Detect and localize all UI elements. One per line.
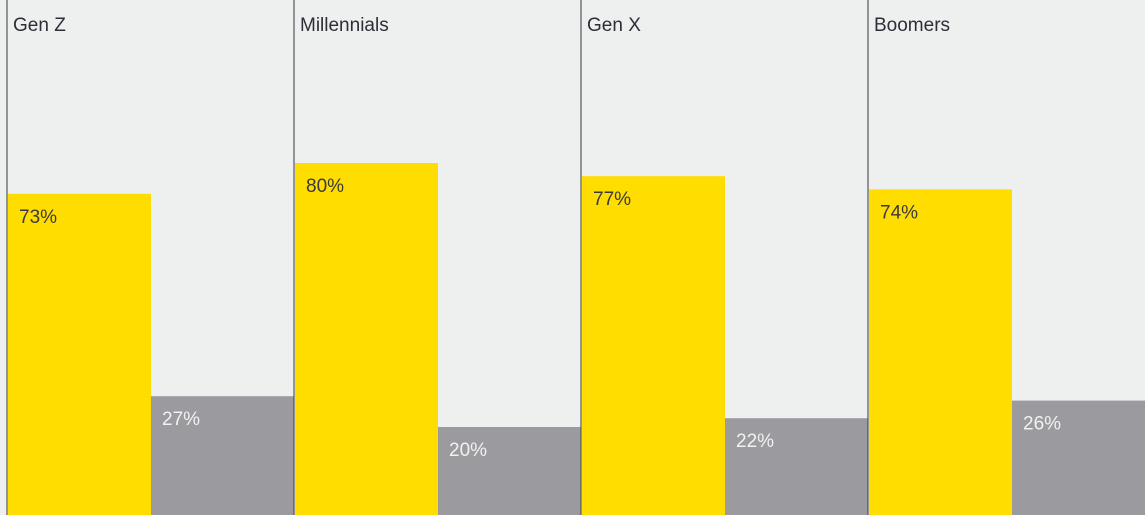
bar-yes: [582, 176, 725, 515]
bar-no: [151, 396, 294, 515]
data-label: 73%: [19, 207, 57, 228]
bar-yes: [295, 163, 438, 515]
data-label: 20%: [449, 440, 487, 461]
data-label: 26%: [1023, 414, 1061, 435]
group-label: Gen X: [587, 15, 641, 36]
bar-yes: [8, 193, 151, 515]
bar-no: [725, 418, 868, 515]
group-label: Boomers: [874, 15, 950, 36]
data-label: 80%: [306, 176, 344, 197]
data-label: 27%: [162, 409, 200, 430]
data-label: 77%: [593, 189, 631, 210]
bar-yes: [869, 189, 1012, 515]
data-label: 74%: [880, 202, 918, 223]
bar-no: [438, 427, 581, 515]
group-label: Millennials: [300, 15, 389, 36]
bar-no: [1012, 400, 1145, 515]
data-label: 22%: [736, 431, 774, 452]
group-label: Gen Z: [13, 15, 66, 36]
